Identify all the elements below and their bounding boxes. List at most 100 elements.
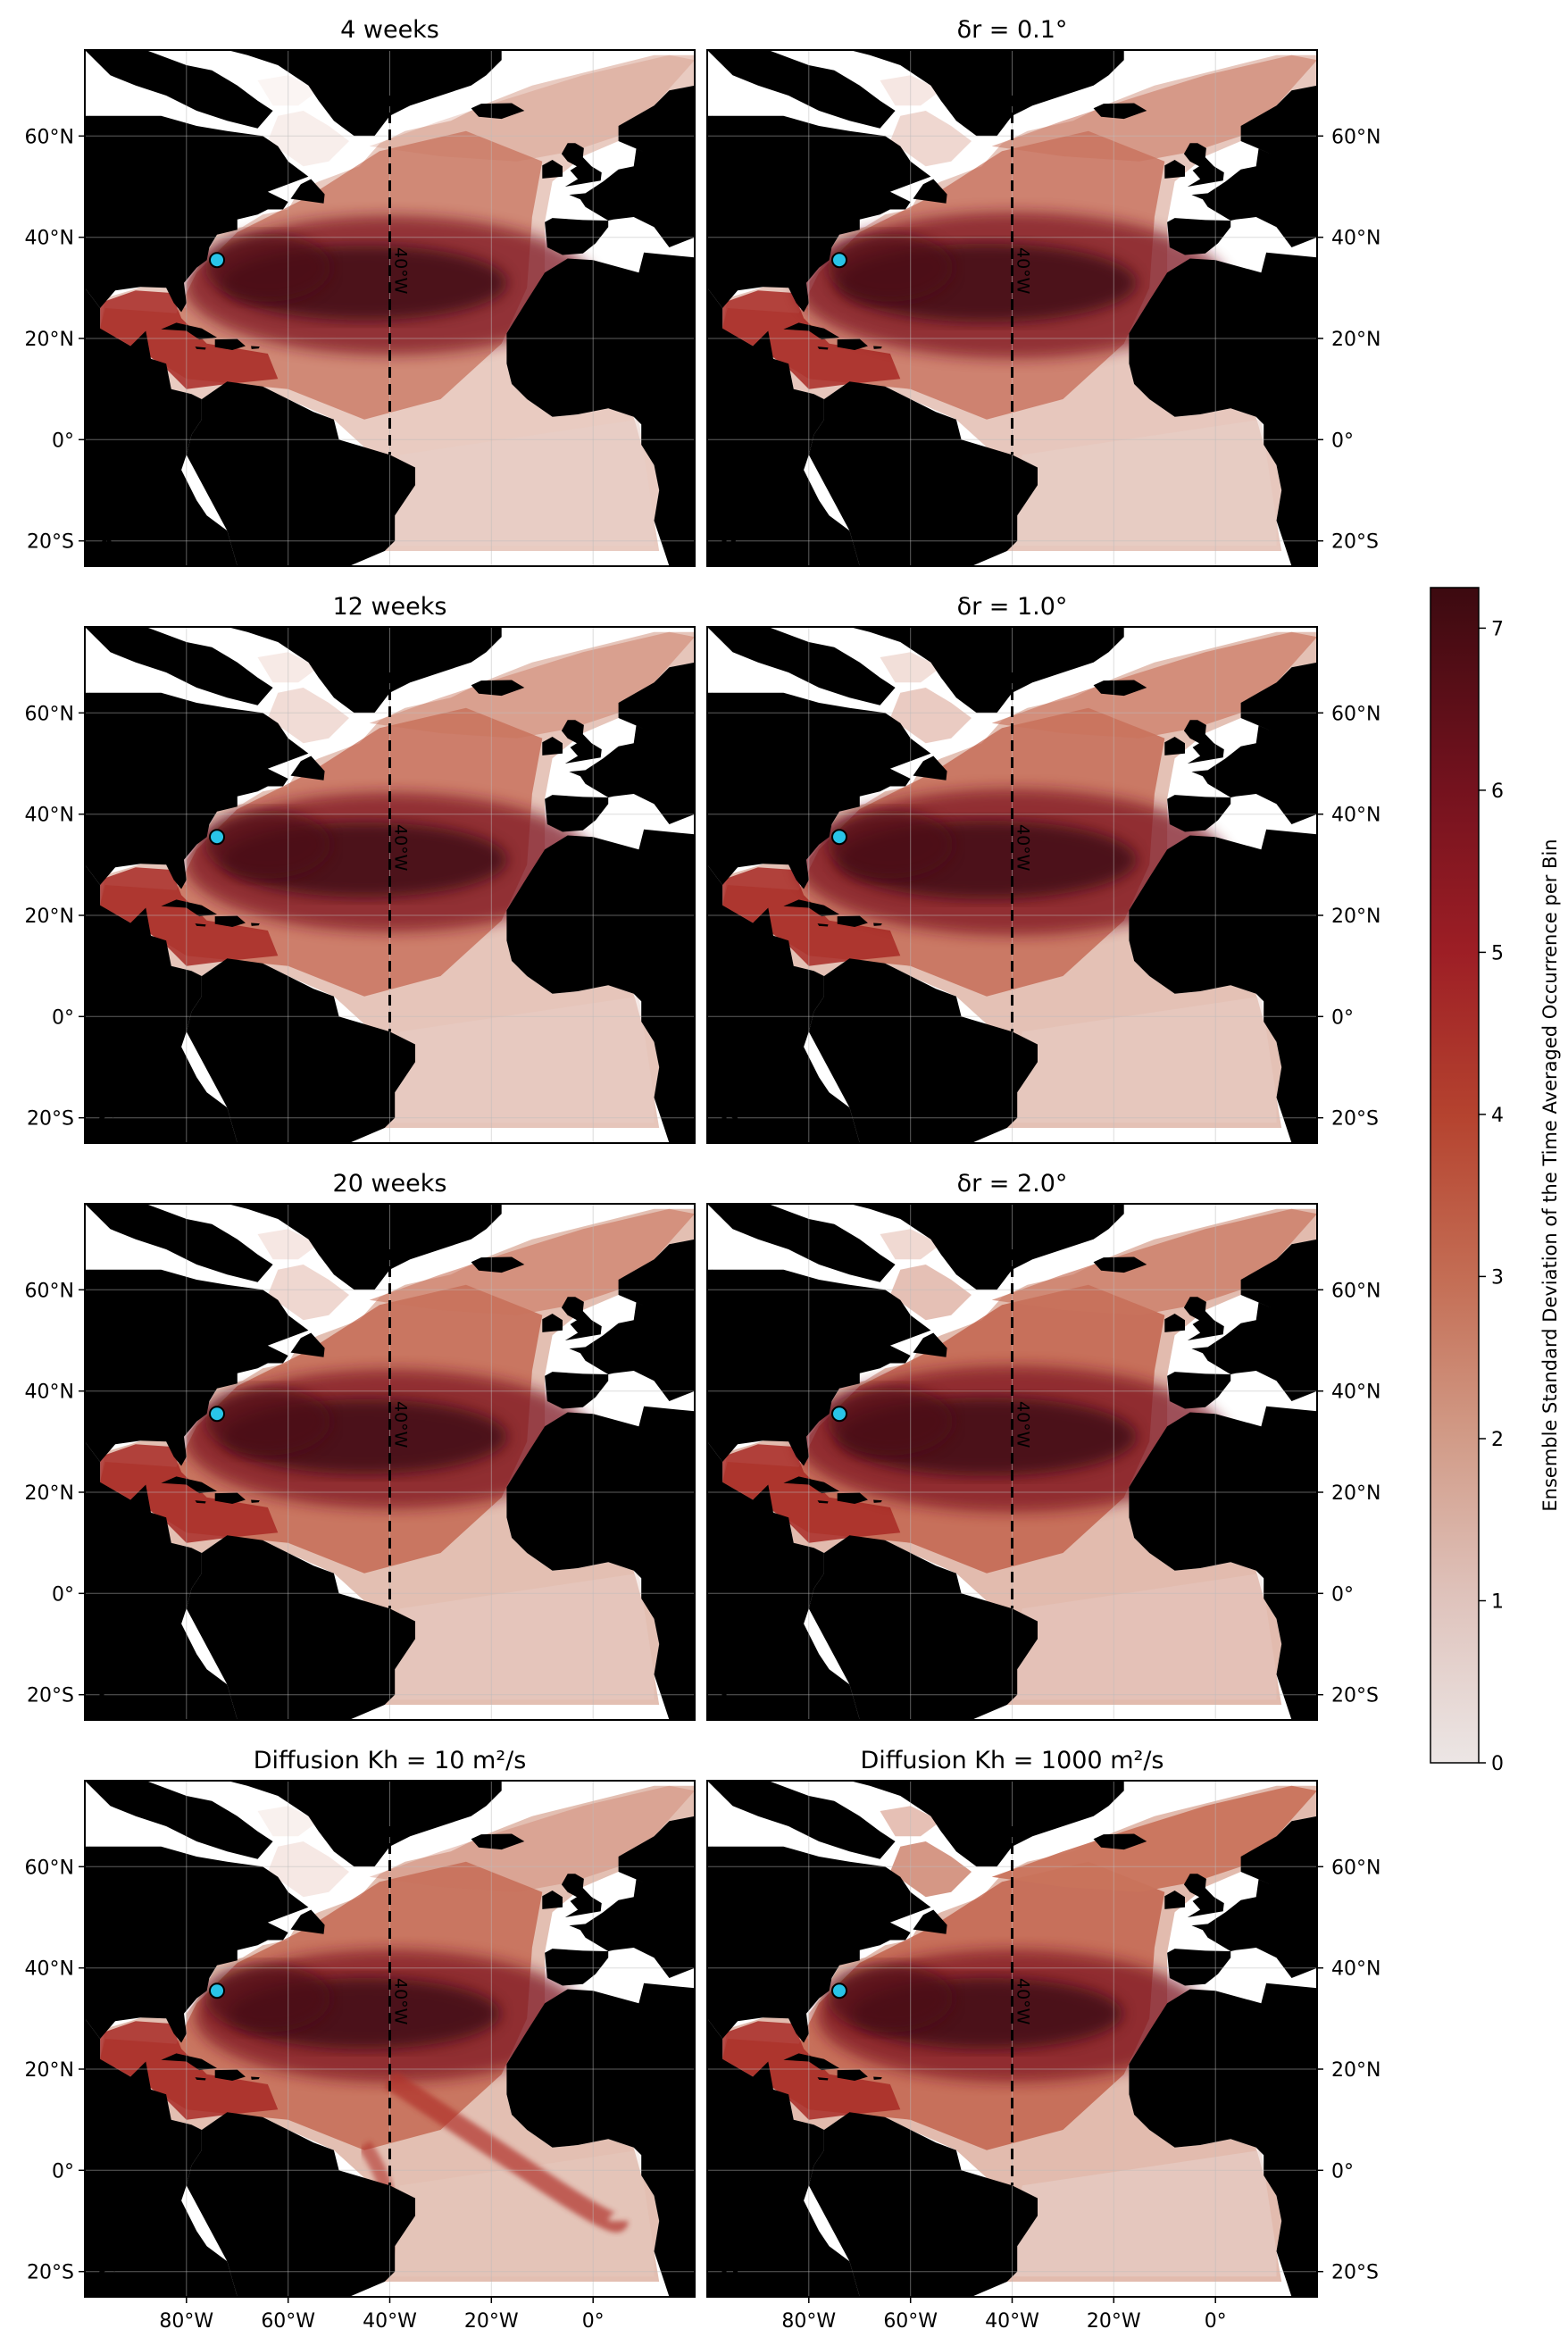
- land-europe: [569, 662, 695, 824]
- panel-letter: C: [97, 1109, 115, 1137]
- lat-tick-label: 0°: [52, 1583, 74, 1606]
- land-jamaica: [195, 346, 206, 350]
- lat-tick-label: 0°: [52, 430, 74, 452]
- panel-title: 4 weeks: [340, 16, 439, 44]
- release-site-marker: [209, 252, 225, 269]
- gulf-stream-west: [827, 1964, 953, 2033]
- land-samerica: [808, 1535, 1038, 1720]
- land-samerica: [808, 381, 1038, 566]
- lat-tick-label: 0°: [1331, 1006, 1354, 1029]
- land-cuba: [161, 322, 217, 340]
- land-hispaniola: [214, 338, 246, 350]
- map-panel-b: 40°W Bδr = 0.1° 60°N 40°N 20°N 0° 20°S: [706, 16, 1380, 567]
- land-iberia: [1167, 218, 1231, 255]
- land-baffin: [707, 50, 896, 129]
- land-hispaniola: [214, 2069, 246, 2081]
- lat-tick-label: 20°S: [27, 531, 74, 554]
- land-newfoundland: [290, 1332, 325, 1357]
- lat-tick-label: 60°N: [1331, 126, 1380, 148]
- release-site-marker: [831, 1983, 847, 1999]
- lat-tick-label: 20°N: [1331, 906, 1380, 928]
- land-ireland: [542, 1891, 563, 1909]
- land-namerica: [85, 1204, 238, 1720]
- lon-tick-label: 40°W: [985, 2310, 1039, 2329]
- land-europe: [569, 1816, 695, 1978]
- meridian-40w-label: 40°W: [391, 1401, 411, 1448]
- colorbar-tick-label: 4: [1491, 1105, 1504, 1127]
- land-baffin: [707, 627, 896, 705]
- land-iberia: [1167, 795, 1231, 832]
- land-svalbard: [85, 115, 126, 146]
- land-uk: [561, 1297, 602, 1340]
- gulf-caribbean-field: [100, 2021, 279, 2120]
- land-uk: [1183, 1874, 1224, 1917]
- release-site-marker: [209, 1983, 225, 1999]
- gulf-stream-west: [827, 1387, 953, 1456]
- land-namerica: [85, 50, 238, 566]
- land-uk: [561, 720, 602, 764]
- lon-tick-label: 80°W: [159, 2310, 213, 2329]
- land-ireland: [1164, 737, 1185, 755]
- south-atlantic-field: [1006, 996, 1277, 1123]
- land-europe: [569, 85, 695, 247]
- land-greenland: [849, 1781, 1124, 1867]
- land-masses: [707, 627, 1317, 1143]
- land-hispaniola: [837, 2069, 868, 2081]
- map-panel-e: 40°W E 20 weeks 60°N 40°N 20°N 0° 20°S: [25, 1170, 696, 1721]
- land-hispaniola: [214, 915, 246, 927]
- land-iberia: [545, 1949, 609, 1986]
- land-svalbard: [85, 1269, 126, 1300]
- land-greenland: [849, 1204, 1124, 1290]
- land-newfoundland: [913, 179, 947, 204]
- panel-title: δr = 1.0°: [957, 593, 1068, 621]
- land-greenland: [849, 627, 1124, 714]
- land-greenland: [227, 1204, 502, 1290]
- land-baffin: [85, 1204, 273, 1282]
- lat-tick-label: 40°N: [25, 1958, 74, 1981]
- lat-tick-label: 20°S: [1331, 531, 1379, 554]
- land-uk: [1183, 143, 1224, 187]
- colorbar-tick-label: 7: [1491, 618, 1504, 640]
- land-puertorico: [251, 922, 260, 926]
- land-gulf_us: [85, 1269, 309, 1466]
- land-africa: [506, 1983, 695, 2297]
- land-samerica: [186, 2112, 416, 2297]
- land-cuba: [783, 1476, 839, 1494]
- lat-tick-label: 20°S: [1331, 1108, 1379, 1131]
- land-europe: [569, 1239, 695, 1401]
- lat-tick-label: 40°N: [1331, 1958, 1380, 1981]
- panel-title: Diffusion Kh = 10 m²/s: [254, 1747, 527, 1774]
- meridian-40w-label: 40°W: [1013, 824, 1033, 872]
- land-iberia: [545, 218, 609, 255]
- land-africa: [1129, 1406, 1317, 1720]
- land-iceland: [1093, 103, 1147, 120]
- lat-tick-label: 20°N: [25, 906, 74, 928]
- lon-tick-label: 80°W: [781, 2310, 836, 2329]
- land-samerica: [808, 958, 1038, 1143]
- land-jamaica: [817, 2077, 829, 2081]
- land-iberia: [545, 1372, 609, 1409]
- panel-letter: A: [97, 532, 116, 560]
- lat-tick-label: 60°N: [1331, 1280, 1380, 1302]
- north-atlantic-field: [369, 1208, 695, 1315]
- lat-tick-label: 40°N: [1331, 228, 1380, 250]
- meridian-40w-label: 40°W: [391, 824, 411, 872]
- meridian-40w-label: 40°W: [391, 1978, 411, 2025]
- north-atlantic-field: [369, 631, 695, 739]
- panel-letter: G: [97, 2263, 117, 2291]
- land-baffin: [85, 1781, 273, 1859]
- map-frame: [706, 626, 1318, 1144]
- land-svalbard: [707, 692, 748, 723]
- land-africa: [506, 252, 695, 566]
- land-africa: [1129, 1983, 1317, 2297]
- land-namerica: [707, 1781, 860, 2297]
- land-baffin: [707, 1781, 896, 1859]
- land-iceland: [471, 103, 525, 120]
- land-samerica: [808, 2112, 1038, 2297]
- land-puertorico: [873, 346, 882, 349]
- lon-tick-label: 20°W: [1087, 2310, 1141, 2329]
- land-africa: [1129, 252, 1317, 566]
- land-jamaica: [195, 2077, 206, 2081]
- colorbar-tick-label: 5: [1491, 942, 1504, 964]
- lat-tick-label: 60°N: [25, 126, 74, 148]
